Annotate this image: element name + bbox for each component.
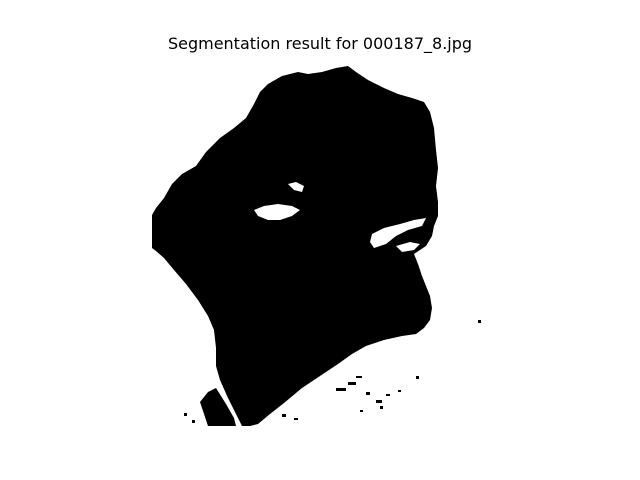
mask-hole-left-eye: [254, 204, 300, 220]
figure-title: Segmentation result for 000187_8.jpg: [167, 34, 473, 53]
mask-speckles: [184, 320, 481, 423]
mask-hole-right-eye-low: [396, 242, 420, 252]
mask-hole-right-eye: [370, 218, 426, 248]
mask-hole-left-eye-top: [288, 182, 304, 192]
mask-silhouette: [152, 66, 438, 426]
mask-fragment-a: [200, 388, 236, 426]
segmentation-image: [152, 58, 488, 428]
